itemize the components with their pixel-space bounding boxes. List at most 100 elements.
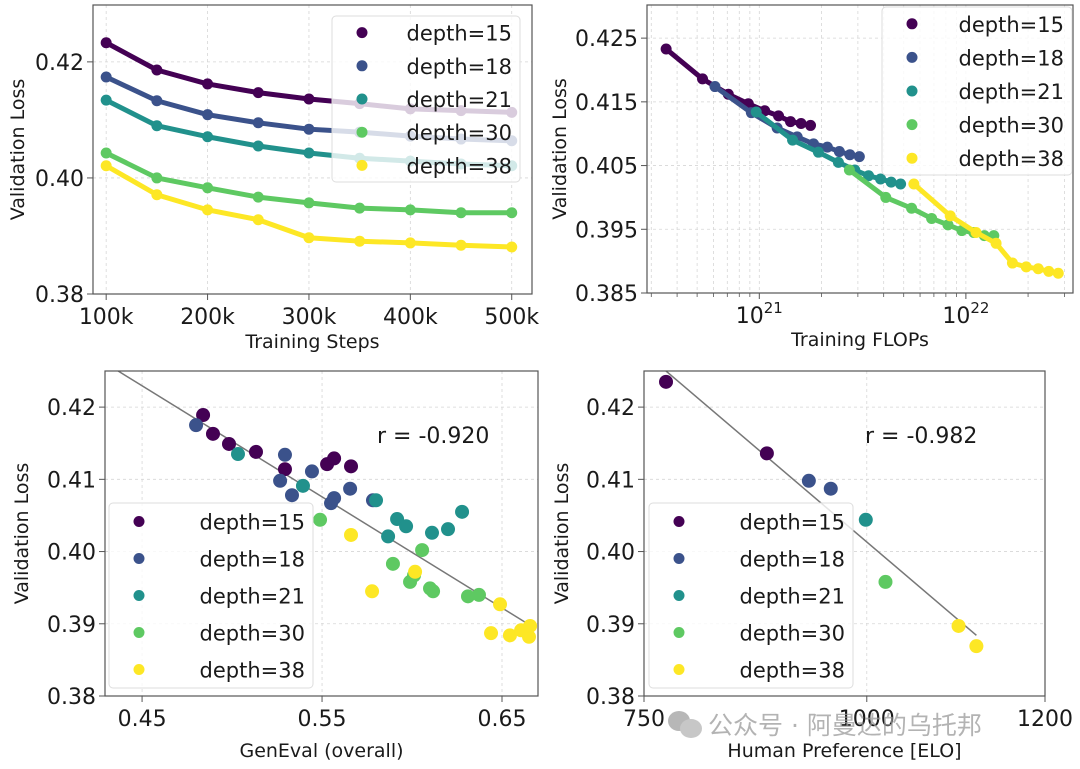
legend-label: depth=21 (200, 585, 305, 609)
scatter-point-depth-15 (759, 446, 774, 461)
chart-panel-elo: 750 1000 12000.380.390.400.410.42depth=15d… (551, 370, 1073, 762)
data-point-depth-15 (100, 37, 112, 49)
data-point-depth-21 (787, 134, 799, 146)
scatter-point-depth-18 (327, 491, 342, 506)
scatter-point-depth-21 (369, 493, 384, 508)
scatter-point-depth-15 (196, 408, 211, 423)
data-point-depth-38 (252, 214, 264, 226)
scatter-point-depth-38 (502, 628, 517, 643)
scatter-point-depth-21 (455, 504, 470, 519)
legend-marker-depth-38 (906, 152, 918, 164)
data-point-depth-38 (908, 178, 920, 190)
legend-label: depth=30 (200, 622, 305, 646)
data-point-depth-21 (750, 106, 762, 118)
data-point-depth-15 (697, 73, 709, 85)
data-point-depth-18 (100, 71, 112, 83)
scatter-point-depth-38 (969, 639, 984, 654)
data-point-depth-30 (843, 164, 855, 176)
scatter-point-depth-21 (295, 478, 310, 493)
x-axis-label: GenEval (overall) (239, 740, 403, 762)
data-point-depth-18 (303, 123, 315, 135)
data-point-depth-30 (906, 202, 918, 214)
y-tick-label: 0.395 (575, 218, 638, 243)
legend-marker-depth-18 (133, 553, 145, 564)
legend-box (331, 15, 521, 183)
data-point-depth-30 (455, 207, 467, 219)
legend-label: depth=15 (200, 511, 305, 535)
data-point-depth-38 (1006, 257, 1018, 269)
legend-marker-depth-21 (673, 590, 685, 601)
data-point-depth-21 (812, 146, 824, 158)
legend-marker-depth-15 (906, 18, 918, 30)
data-point-depth-21 (100, 94, 112, 106)
x-axis-label: Training Steps (244, 331, 379, 353)
legend-label: depth=38 (407, 154, 512, 178)
data-point-depth-18 (821, 141, 833, 153)
scatter-point-depth-15 (248, 444, 263, 459)
x-tick-label: 1022 (942, 299, 989, 329)
y-tick-label: 0.425 (575, 27, 638, 52)
scatter-point-depth-15 (205, 426, 220, 441)
scatter-point-depth-21 (230, 447, 245, 462)
x-tick-label: 500k (484, 305, 539, 330)
legend-label: depth=18 (959, 46, 1064, 70)
data-point-depth-18 (151, 95, 163, 107)
plot-frame (104, 370, 539, 697)
y-tick-label: 0.39 (47, 613, 96, 638)
x-tick-exponent: 22 (970, 299, 989, 317)
y-tick-label: 0.40 (47, 541, 96, 566)
y-tick-label: 0.42 (586, 396, 635, 421)
data-point-depth-30 (354, 202, 366, 214)
data-point-depth-18 (709, 81, 721, 93)
data-point-depth-21 (832, 156, 844, 168)
legend: depth=15 depth=18 depth=21 depth=30 depth=38 (108, 502, 314, 689)
legend-marker-depth-30 (356, 126, 368, 138)
data-point-depth-21 (303, 147, 315, 159)
legend-marker-depth-38 (673, 664, 685, 675)
data-point-depth-15 (151, 64, 163, 76)
y-tick-label: 0.385 (575, 282, 638, 307)
x-tick-exponent: 21 (764, 299, 783, 317)
legend-marker-depth-30 (906, 119, 918, 131)
y-axis-label: Validation Loss (7, 79, 29, 221)
scatter-point-depth-21 (858, 512, 873, 527)
legend-marker-depth-30 (133, 627, 145, 638)
data-point-depth-30 (506, 207, 518, 219)
y-tick-label: 0.41 (586, 468, 635, 493)
data-point-depth-15 (252, 87, 264, 99)
legend-label: depth=18 (407, 55, 512, 79)
legend-marker-depth-38 (133, 664, 145, 675)
data-point-depth-21 (875, 173, 887, 185)
legend-label: depth=18 (740, 548, 845, 572)
data-point-depth-30 (202, 182, 214, 194)
scatter-point-depth-38 (522, 629, 537, 644)
data-point-depth-21 (202, 131, 214, 143)
scatter-point-depth-18 (277, 447, 292, 462)
data-point-depth-15 (795, 118, 807, 130)
legend-label: depth=38 (200, 659, 305, 683)
data-point-depth-18 (833, 146, 845, 158)
legend-label: depth=30 (959, 114, 1064, 138)
scatter-point-depth-15 (344, 459, 359, 474)
data-point-depth-30 (404, 204, 416, 216)
plot-area (660, 43, 1064, 279)
scatter-point-depth-18 (273, 473, 288, 488)
data-point-depth-30 (100, 147, 112, 159)
plot-frame (643, 370, 1046, 697)
scatter-point-depth-18 (823, 481, 838, 496)
plot-area (659, 371, 984, 654)
legend-label: depth=30 (407, 121, 512, 145)
scatter-point-depth-38 (344, 527, 359, 542)
legend-label: depth=18 (200, 548, 305, 572)
y-tick-label: 0.39 (586, 613, 635, 638)
data-point-depth-21 (252, 140, 264, 152)
scatter-point-depth-30 (415, 543, 430, 558)
y-axis-label: Validation Loss (11, 463, 33, 605)
plot-frame (646, 4, 1074, 294)
data-point-depth-15 (785, 116, 797, 128)
data-point-depth-38 (100, 160, 112, 172)
data-point-depth-38 (506, 241, 518, 253)
legend: depth=15 depth=18 depth=21 depth=30 depth=38 (648, 502, 854, 689)
data-point-depth-21 (895, 178, 907, 190)
